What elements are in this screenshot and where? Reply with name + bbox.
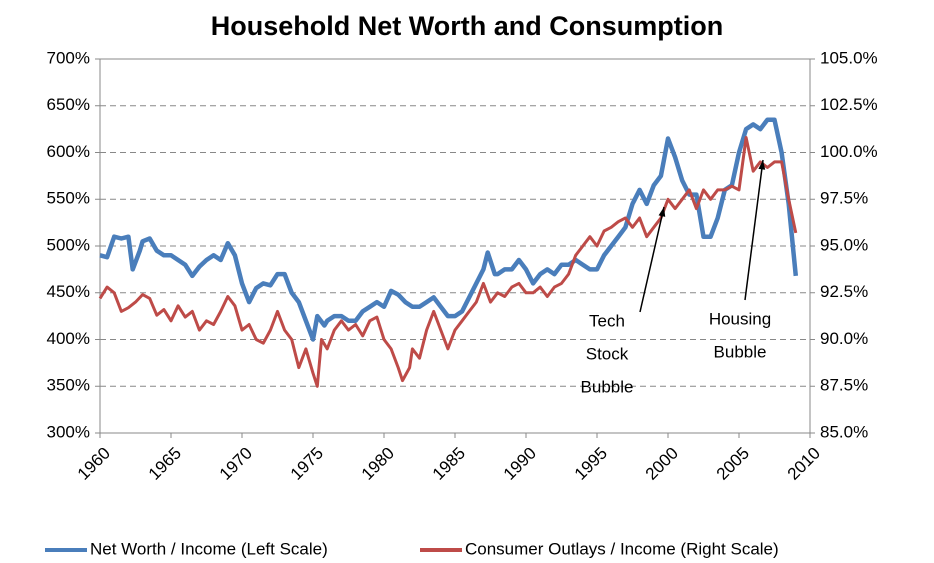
x-tick-label: 1970 [216, 444, 256, 484]
x-tick-label: 1975 [287, 444, 327, 484]
y2-tick-label: 100.0% [820, 142, 878, 161]
annotation-arrow [744, 159, 764, 301]
chart-title: Household Net Worth and Consumption [211, 11, 723, 41]
y2-tick-label: 97.5% [820, 189, 868, 208]
x-tick-label: 2000 [642, 444, 682, 484]
y-tick-label: 400% [47, 329, 90, 348]
y-tick-label: 350% [47, 376, 90, 395]
annotation: Housing [709, 309, 771, 328]
y-tick-label: 450% [47, 282, 90, 301]
y2-tick-label: 92.5% [820, 282, 868, 301]
annotation-arrow [639, 206, 665, 313]
arrow-head [658, 207, 666, 217]
x-tick-label: 1980 [358, 444, 398, 484]
y2-tick-label: 87.5% [820, 376, 868, 395]
x-tick-label: 1990 [500, 444, 540, 484]
y2-tick-label: 85.0% [820, 422, 868, 441]
legend-label: Consumer Outlays / Income (Right Scale) [465, 539, 779, 558]
annotation: Bubble [714, 342, 767, 361]
x-tick-label: 1985 [429, 444, 469, 484]
annotation: Stock [586, 344, 629, 363]
annotation: Tech [589, 311, 625, 330]
y2-tick-label: 95.0% [820, 235, 868, 254]
x-tick-label: 2005 [713, 444, 753, 484]
y-tick-label: 300% [47, 422, 90, 441]
series-line [99, 117, 799, 342]
annotation: Bubble [581, 377, 634, 396]
x-tick-label: 2010 [784, 444, 824, 484]
y-tick-label: 550% [47, 189, 90, 208]
y2-tick-label: 90.0% [820, 329, 868, 348]
series-line [98, 136, 798, 388]
y2-tick-label: 102.5% [820, 95, 878, 114]
x-tick-label: 1995 [571, 444, 611, 484]
y-tick-label: 600% [47, 142, 90, 161]
x-tick-label: 1965 [145, 444, 185, 484]
y-tick-label: 500% [47, 235, 90, 254]
y-tick-label: 700% [47, 48, 90, 67]
x-tick-label: 1960 [74, 444, 114, 484]
y-tick-label: 650% [47, 95, 90, 114]
arrow-head [758, 160, 766, 170]
legend-label: Net Worth / Income (Left Scale) [90, 539, 328, 558]
y2-tick-label: 105.0% [820, 48, 878, 67]
